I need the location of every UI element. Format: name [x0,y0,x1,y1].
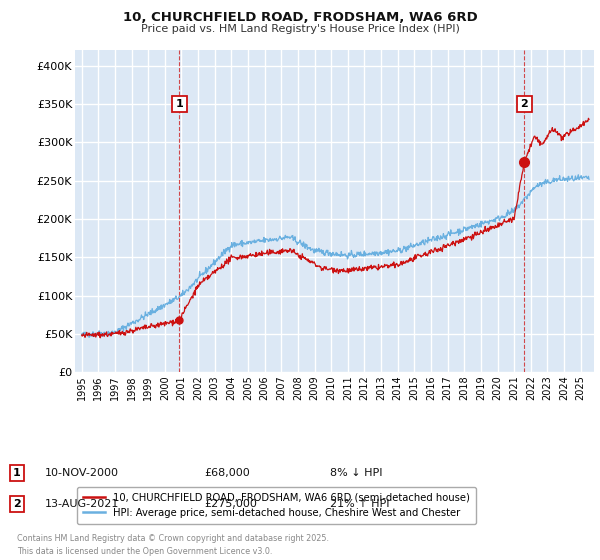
Text: 21% ↑ HPI: 21% ↑ HPI [330,499,389,509]
Text: £68,000: £68,000 [204,468,250,478]
Text: 13-AUG-2021: 13-AUG-2021 [45,499,119,509]
Text: 8% ↓ HPI: 8% ↓ HPI [330,468,383,478]
Text: 10, CHURCHFIELD ROAD, FRODSHAM, WA6 6RD: 10, CHURCHFIELD ROAD, FRODSHAM, WA6 6RD [122,11,478,24]
Text: £275,000: £275,000 [204,499,257,509]
Text: 2: 2 [13,499,20,509]
Legend: 10, CHURCHFIELD ROAD, FRODSHAM, WA6 6RD (semi-detached house), HPI: Average pric: 10, CHURCHFIELD ROAD, FRODSHAM, WA6 6RD … [77,487,476,524]
Text: Contains HM Land Registry data © Crown copyright and database right 2025.
This d: Contains HM Land Registry data © Crown c… [17,534,329,556]
Text: Price paid vs. HM Land Registry's House Price Index (HPI): Price paid vs. HM Land Registry's House … [140,24,460,34]
Text: 1: 1 [175,99,183,109]
Text: 10-NOV-2000: 10-NOV-2000 [45,468,119,478]
Text: 2: 2 [521,99,529,109]
Text: 1: 1 [13,468,20,478]
